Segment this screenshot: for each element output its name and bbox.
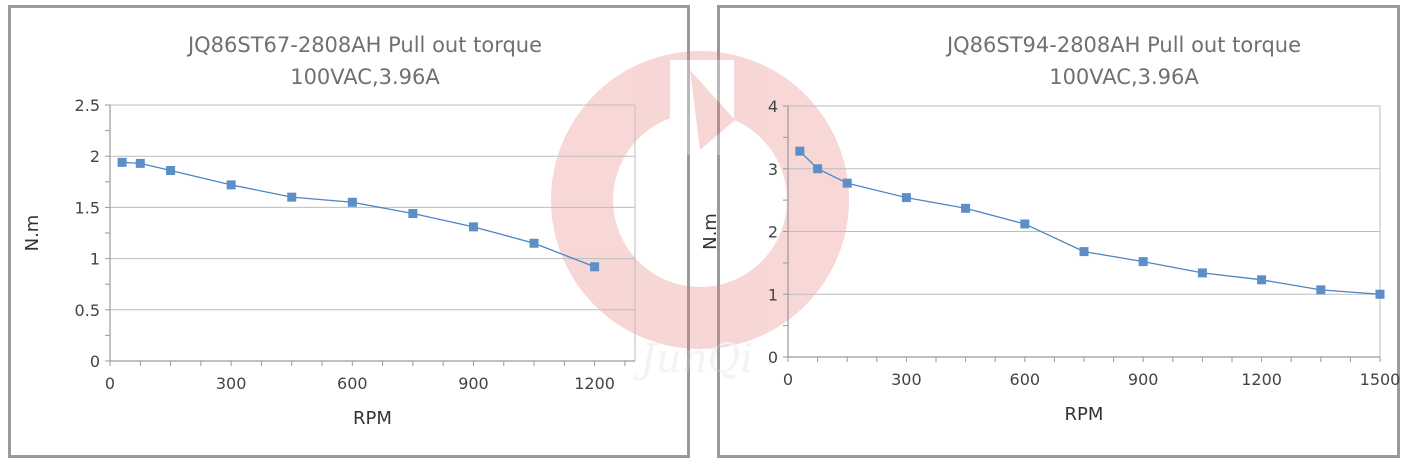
y-tick-label: 4 bbox=[768, 97, 778, 116]
x-axis-label: RPM bbox=[353, 408, 392, 429]
y-tick-label: 0 bbox=[90, 352, 100, 371]
y-axis-label: N.m bbox=[700, 213, 721, 250]
chart-title: JQ86ST67-2808AH Pull out torque bbox=[186, 33, 542, 57]
y-tick-label: 0 bbox=[768, 348, 778, 367]
data-point bbox=[117, 157, 127, 167]
x-tick-label: 300 bbox=[216, 374, 247, 393]
x-axis-label: RPM bbox=[1065, 404, 1104, 425]
data-point bbox=[1197, 268, 1207, 278]
y-tick-label: 3 bbox=[768, 160, 778, 179]
y-tick-label: 0.5 bbox=[75, 301, 100, 320]
data-point bbox=[961, 203, 971, 213]
chart-title: JQ86ST94-2808AH Pull out torque bbox=[945, 33, 1301, 57]
x-tick-label: 1200 bbox=[1241, 370, 1282, 389]
y-tick-label: 1 bbox=[90, 250, 100, 269]
data-point bbox=[166, 166, 176, 176]
data-point bbox=[226, 180, 236, 190]
data-point bbox=[1375, 289, 1385, 299]
data-point bbox=[1020, 219, 1030, 229]
data-point bbox=[347, 197, 357, 207]
series-line bbox=[122, 161, 595, 268]
data-point bbox=[842, 178, 852, 188]
data-point bbox=[813, 164, 823, 174]
chart-subtitle: 100VAC,3.96A bbox=[1049, 65, 1199, 89]
data-point bbox=[795, 146, 805, 156]
series-line bbox=[799, 150, 1381, 295]
y-tick-label: 2 bbox=[90, 147, 100, 166]
x-tick-label: 300 bbox=[891, 370, 922, 389]
data-point bbox=[468, 222, 478, 232]
data-point bbox=[1138, 257, 1148, 267]
torque-chart-1: JQ86ST67-2808AH Pull out torque 100VAC,3.… bbox=[22, 33, 636, 429]
y-tick-label: 2 bbox=[768, 223, 778, 242]
data-point bbox=[901, 193, 911, 203]
chart-subtitle: 100VAC,3.96A bbox=[290, 65, 440, 89]
data-point bbox=[590, 262, 600, 272]
x-tick-label: 600 bbox=[337, 374, 368, 393]
y-tick-label: 2.5 bbox=[75, 96, 100, 115]
chart-panel-1 bbox=[8, 5, 690, 458]
x-tick-label: 900 bbox=[1128, 370, 1159, 389]
junqi-logo-watermark: JunQi bbox=[551, 51, 849, 382]
data-point bbox=[287, 192, 297, 202]
y-axis-label: N.m bbox=[22, 215, 43, 252]
x-tick-label: 1500 bbox=[1360, 370, 1401, 389]
y-tick-label: 1 bbox=[768, 285, 778, 304]
data-point bbox=[1257, 275, 1267, 285]
x-tick-label: 600 bbox=[1010, 370, 1041, 389]
data-point bbox=[408, 209, 418, 219]
data-point bbox=[529, 238, 539, 248]
data-point bbox=[1079, 247, 1089, 257]
x-tick-label: 900 bbox=[458, 374, 489, 393]
watermark-text: JunQi bbox=[633, 336, 753, 382]
x-tick-label: 0 bbox=[783, 370, 793, 389]
x-tick-label: 1200 bbox=[574, 374, 615, 393]
y-tick-label: 1.5 bbox=[75, 198, 100, 217]
data-point bbox=[135, 158, 145, 168]
x-tick-label: 0 bbox=[105, 374, 115, 393]
torque-chart-2: JQ86ST94-2808AH Pull out torque 100VAC,3.… bbox=[700, 33, 1400, 425]
data-point bbox=[1316, 285, 1326, 295]
